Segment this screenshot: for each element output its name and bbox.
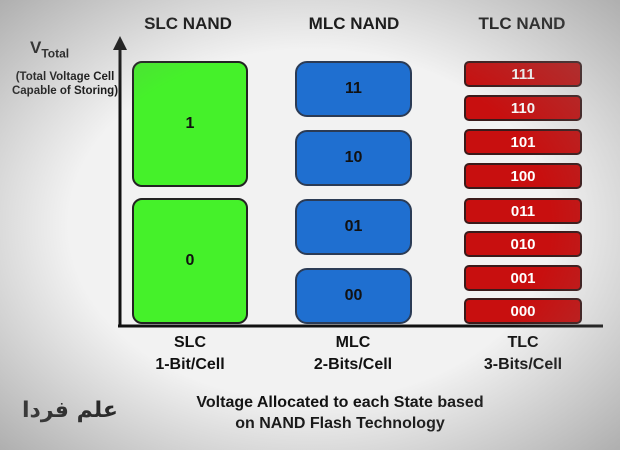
slc-bits: 1-Bit/Cell: [155, 356, 225, 373]
slc-state-0: 0: [132, 198, 248, 324]
slc-state-1: 1: [132, 61, 248, 187]
mlc-bits: 2-Bits/Cell: [313, 356, 393, 373]
tlc-bits: 3-Bits/Cell: [483, 356, 563, 373]
mlc-state-11: 11: [295, 61, 412, 117]
tlc-name: TLC: [507, 334, 539, 351]
v-subscript: Total: [41, 46, 70, 61]
mlc-state-01: 01: [295, 199, 412, 255]
slc-name: SLC: [174, 334, 206, 351]
tlc-state-010: 010: [464, 231, 582, 257]
caption-line-2: on NAND Flash Technology: [235, 415, 445, 432]
v-total-label: VTotal: [30, 38, 120, 60]
site-logo: علم فردا: [22, 398, 118, 423]
mlc-bottom-label: MLC 2-Bits/Cell: [273, 332, 433, 376]
tlc-state-011: 011: [464, 198, 582, 224]
tlc-state-000: 000: [464, 298, 582, 324]
mlc-name: MLC: [335, 334, 371, 351]
mlc-state-00: 00: [295, 268, 412, 324]
axis-description: (Total Voltage Cell Capable of Storing): [11, 71, 119, 97]
v-symbol: V: [30, 38, 42, 57]
mlc-state-10: 10: [295, 130, 412, 186]
caption-line-1: Voltage Allocated to each State based: [196, 394, 484, 411]
tlc-state-111: 111: [464, 61, 582, 87]
tlc-bottom-label: TLC 3-Bits/Cell: [443, 332, 603, 376]
slc-bottom-label: SLC 1-Bit/Cell: [110, 332, 270, 376]
mlc-nand-title: MLC NAND: [308, 14, 400, 33]
tlc-nand-title: TLC NAND: [478, 14, 566, 33]
tlc-state-101: 101: [464, 129, 582, 155]
tlc-state-100: 100: [464, 163, 582, 189]
slc-nand-title: SLC NAND: [144, 14, 232, 33]
tlc-state-110: 110: [464, 95, 582, 121]
tlc-state-001: 001: [464, 265, 582, 291]
